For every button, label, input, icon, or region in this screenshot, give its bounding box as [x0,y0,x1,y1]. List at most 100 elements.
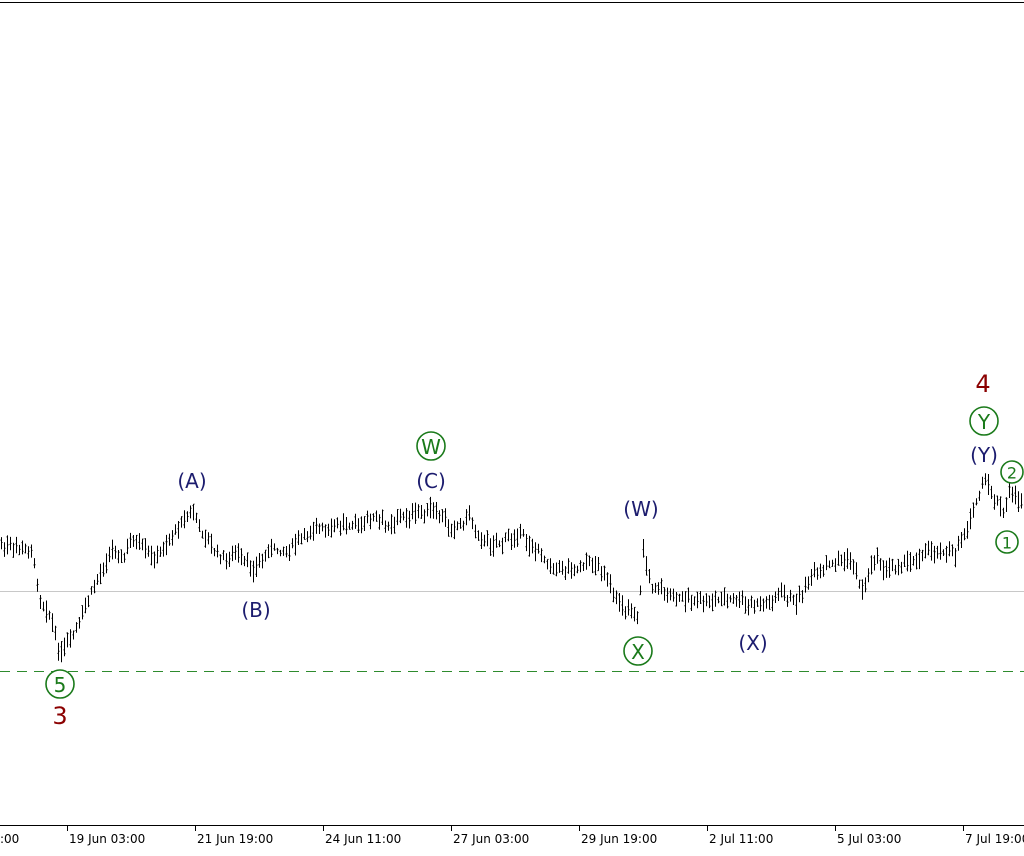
ohlc-bar-25 [75,622,78,633]
ohlc-bar-142 [426,503,429,517]
ohlc-bar-212 [636,611,639,625]
x-tick-label-8: 7 Jul 19:00 [965,832,1024,846]
ohlc-bar-202 [606,572,609,587]
ohlc-bar-257 [771,595,774,612]
ohlc-bar-97 [291,538,294,549]
ohlc-bar-85 [255,556,258,577]
x-tick-label-6: 2 Jul 11:00 [709,832,773,846]
ohlc-bar-156 [468,505,471,521]
ohlc-bar-70 [210,533,213,554]
ohlc-bar-162 [486,530,489,547]
ohlc-bar-100 [300,533,303,545]
ohlc-bar-136 [408,510,411,529]
ohlc-bar-219 [657,582,660,595]
ohlc-bars [0,473,1023,663]
ohlc-bar-126 [378,514,381,530]
ohlc-bar-326 [978,490,981,501]
x-tick-label-5: 29 Jun 19:00 [581,832,657,846]
ohlc-bar-91 [273,543,276,551]
ohlc-bar-28 [84,597,87,614]
ohlc-bar-239 [717,596,720,604]
ohlc-bar-261 [783,584,786,601]
ohlc-bar-41 [123,552,126,563]
ohlc-bar-71 [213,548,216,557]
ohlc-bar-248 [744,596,747,614]
ohlc-bar-229 [687,587,690,603]
ohlc-bar-199 [597,557,600,572]
ohlc-bar-130 [390,514,393,535]
ohlc-bar-253 [759,596,762,612]
ohlc-bar-292 [876,547,879,564]
ohlc-bar-190 [570,562,573,579]
ohlc-bar-318 [954,548,957,568]
ohlc-bar-84 [252,560,255,583]
ohlc-bar-301 [903,554,906,567]
ohlc-bar-155 [465,509,468,526]
ohlc-bar-16 [48,610,51,620]
ohlc-bar-53 [159,546,162,557]
ohlc-bar-35 [105,553,108,574]
svg-text:(Y): (Y) [970,443,998,467]
ohlc-bar-324 [972,502,975,518]
ohlc-bar-8 [24,543,27,554]
ohlc-bar-216 [648,569,651,584]
ohlc-bar-78 [234,545,237,560]
ohlc-bar-312 [936,545,939,559]
ohlc-bar-154 [462,520,465,531]
ohlc-bar-23 [69,629,72,648]
ohlc-bar-44 [132,535,135,547]
ohlc-bar-182 [546,558,549,570]
ohlc-bar-310 [930,541,933,561]
ohlc-bar-306 [918,548,921,570]
ohlc-bar-177 [531,538,534,554]
ohlc-bar-148 [444,508,447,527]
ohlc-bar-316 [948,541,951,557]
ohlc-bar-61 [183,510,186,529]
ohlc-bar-161 [483,534,486,547]
ohlc-bar-249 [747,599,750,616]
ohlc-bar-120 [360,516,363,534]
wave-label-13: 1 [995,530,1019,554]
ohlc-bar-180 [540,548,543,563]
svg-text:W: W [421,435,441,459]
ohlc-bar-256 [768,594,771,610]
ohlc-bar-233 [699,591,702,604]
ohlc-bar-245 [735,595,738,607]
ohlc-bar-140 [420,505,423,519]
wave-label-7: X [623,636,653,666]
ohlc-bar-252 [756,598,759,607]
ohlc-bar-5 [15,536,18,554]
ohlc-bar-231 [693,596,696,606]
ohlc-bar-281 [843,552,846,572]
ohlc-bar-66 [198,519,201,532]
ohlc-bar-129 [387,521,390,531]
ohlc-bar-62 [186,511,189,522]
ohlc-bar-49 [147,545,150,557]
ohlc-bar-164 [492,535,495,557]
ohlc-bar-224 [672,588,675,602]
ohlc-bar-246 [738,591,741,608]
ohlc-bar-251 [753,599,756,614]
ohlc-bar-123 [369,513,372,530]
ohlc-bar-165 [495,532,498,548]
ohlc-bar-171 [513,529,516,548]
ohlc-bar-10 [30,544,33,558]
ohlc-bar-213 [639,585,642,596]
ohlc-bar-67 [201,530,204,539]
ohlc-bar-43 [129,532,132,548]
ohlc-bar-296 [888,557,891,578]
ohlc-bar-328 [984,473,987,486]
ohlc-bar-275 [825,555,828,571]
ohlc-bar-332 [996,495,999,506]
ohlc-bar-172 [516,528,519,547]
ohlc-bar-69 [207,532,210,545]
ohlc-bar-309 [927,540,930,556]
ohlc-bar-26 [78,617,81,629]
ohlc-bar-339 [1017,491,1020,512]
ohlc-bar-90 [270,538,273,558]
ohlc-bar-106 [318,523,321,534]
ohlc-bar-170 [510,533,513,550]
ohlc-bar-29 [87,595,90,608]
ohlc-bar-22 [66,632,69,648]
ohlc-bar-13 [39,595,42,609]
